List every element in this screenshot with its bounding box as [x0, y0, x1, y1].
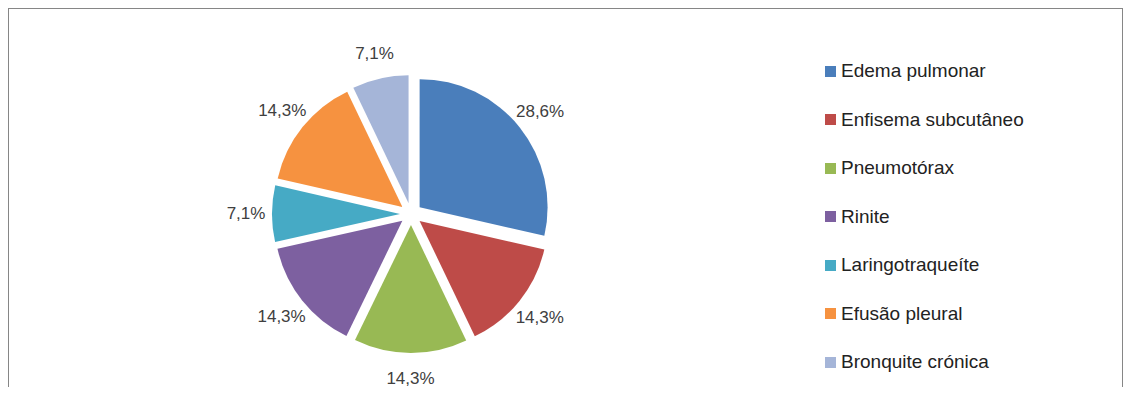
html-text:Enfisema subcutâneo: Enfisema subcutâneo — [841, 108, 1024, 130]
html-text:Pneumotórax: Pneumotórax — [841, 157, 954, 179]
svg-text:14,3%: 14,3% — [257, 307, 305, 326]
svg-text:7,1%: 7,1% — [355, 44, 394, 63]
svg-text:28,6%: 28,6% — [516, 102, 564, 121]
html-text:Edema pulmonar: Edema pulmonar — [841, 60, 986, 82]
html-text:Rinite: Rinite — [841, 205, 890, 227]
svg-text:14,3%: 14,3% — [516, 308, 564, 327]
svg-text:14,3%: 14,3% — [386, 369, 434, 387]
svg-text:7,1%: 7,1% — [227, 204, 266, 223]
html-text:Bronquite crónica: Bronquite crónica — [841, 351, 989, 373]
html-text:Laringotraqueíte: Laringotraqueíte — [841, 254, 980, 276]
svg-text:14,3%: 14,3% — [258, 101, 306, 120]
html-text:Efusão pleural: Efusão pleural — [841, 302, 963, 324]
